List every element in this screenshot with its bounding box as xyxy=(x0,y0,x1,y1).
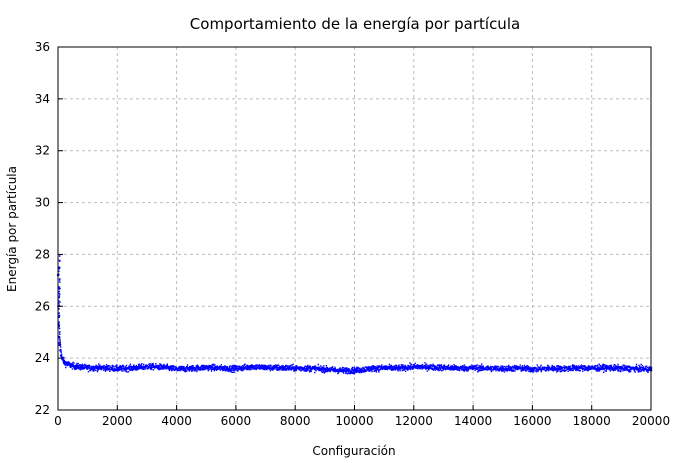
y-axis-label: Energía por partícula xyxy=(5,166,19,292)
grid-lines xyxy=(58,47,651,410)
x-tick-label: 16000 xyxy=(513,414,551,428)
y-tick-label: 26 xyxy=(35,299,50,313)
x-tick-label: 12000 xyxy=(395,414,433,428)
data-series xyxy=(56,255,653,375)
y-tick-label: 34 xyxy=(35,92,50,106)
x-axis-label: Configuración xyxy=(312,444,395,458)
y-tick-label: 36 xyxy=(35,40,50,54)
x-tick-label: 10000 xyxy=(335,414,373,428)
y-tick-label: 28 xyxy=(35,247,50,261)
y-tick-label: 24 xyxy=(35,351,50,365)
x-tick-label: 0 xyxy=(54,414,62,428)
y-tick-label: 22 xyxy=(35,403,50,417)
y-tick-label: 30 xyxy=(35,196,50,210)
x-tick-label: 18000 xyxy=(573,414,611,428)
chart-title: Comportamiento de la energía por partícu… xyxy=(190,15,520,33)
x-tick-label: 4000 xyxy=(161,414,192,428)
x-tick-label: 2000 xyxy=(102,414,133,428)
data-point-cloud xyxy=(58,273,653,375)
x-tick-label: 20000 xyxy=(632,414,670,428)
x-tick-label: 6000 xyxy=(221,414,252,428)
x-tick-label: 14000 xyxy=(454,414,492,428)
x-tick-label: 8000 xyxy=(280,414,311,428)
y-tick-label: 32 xyxy=(35,144,50,158)
axis-ticks: 0 2000 4000 6000 8000 10000 12000 14000 16000 180… xyxy=(35,40,670,428)
data-point-transient xyxy=(58,255,61,345)
